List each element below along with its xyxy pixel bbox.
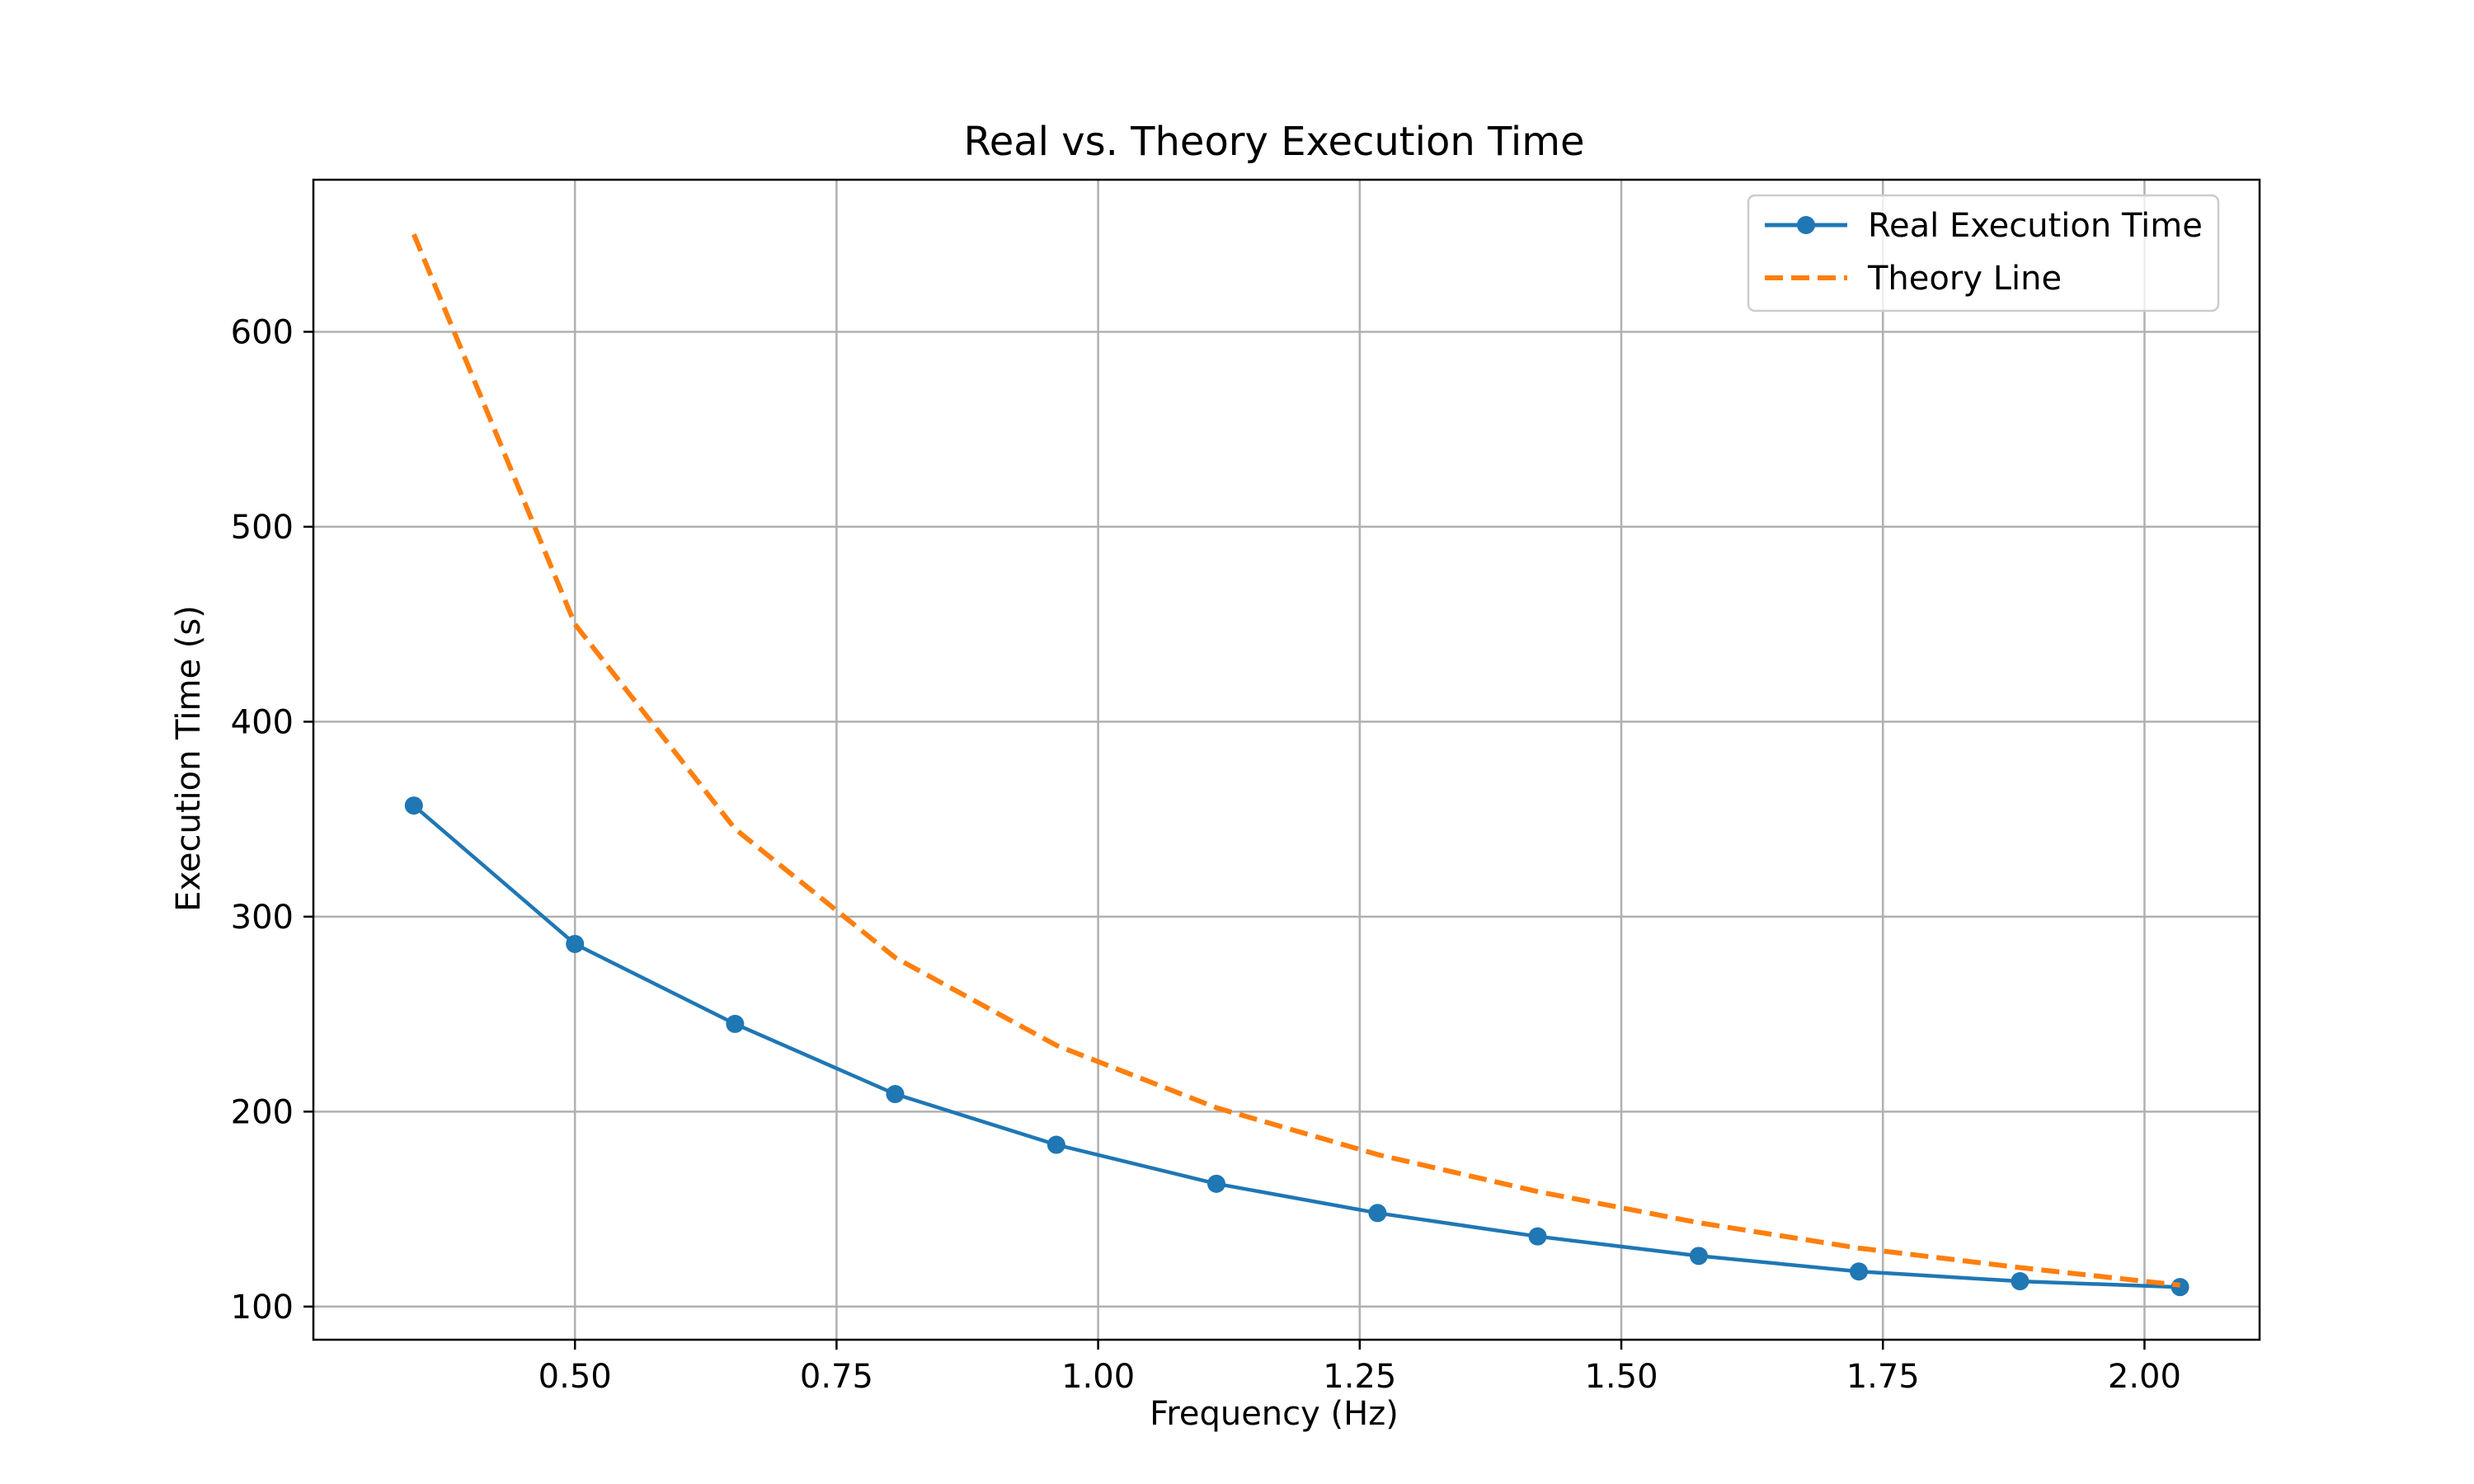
x-tick-label: 1.25 bbox=[1323, 1358, 1396, 1396]
legend-real-marker bbox=[1797, 216, 1815, 234]
real-execution-point bbox=[1206, 1174, 1225, 1193]
y-tick-label: 300 bbox=[231, 899, 294, 937]
chart-title: Real vs. Theory Execution Time bbox=[964, 119, 1585, 165]
y-axis-ticks: 100 200 300 400 500 600 bbox=[231, 313, 313, 1327]
plot-frame bbox=[312, 178, 2261, 1341]
real-execution-point bbox=[886, 1085, 905, 1104]
series-layer bbox=[404, 233, 2189, 1297]
real-execution-point bbox=[1528, 1227, 1547, 1246]
legend-box bbox=[1747, 194, 2220, 312]
x-tick-label: 1.00 bbox=[1061, 1358, 1135, 1396]
y-tick-label: 400 bbox=[231, 703, 294, 741]
x-axis-label: Frequency (Hz) bbox=[1150, 1395, 1399, 1433]
real-execution-point bbox=[2171, 1278, 2189, 1297]
legend: Real Execution Time Theory Line bbox=[1747, 194, 2220, 312]
real-execution-point bbox=[726, 1014, 745, 1033]
real-execution-point bbox=[1368, 1204, 1387, 1223]
x-tick-label: 2.00 bbox=[2108, 1358, 2181, 1396]
real-execution-point bbox=[1689, 1247, 1708, 1266]
y-tick-label: 100 bbox=[231, 1289, 294, 1327]
x-tick-label: 1.75 bbox=[1846, 1358, 1920, 1396]
y-tick-label: 600 bbox=[231, 313, 294, 351]
theory-line bbox=[412, 233, 2180, 1288]
x-axis-ticks: 0.50 0.75 1.00 1.25 1.50 1.75 2.00 bbox=[539, 1340, 2181, 1396]
legend-real-label: Real Execution Time bbox=[1868, 207, 2203, 245]
real-execution-line bbox=[412, 804, 2180, 1289]
x-tick-label: 0.75 bbox=[800, 1358, 873, 1396]
y-axis-label: Execution Time (s) bbox=[170, 605, 208, 912]
y-tick-label: 500 bbox=[231, 509, 294, 547]
grid bbox=[313, 180, 2260, 1340]
x-tick-label: 0.50 bbox=[539, 1358, 612, 1396]
real-execution-point bbox=[2011, 1272, 2030, 1291]
real-execution-point bbox=[1850, 1262, 1869, 1281]
x-tick-label: 1.50 bbox=[1584, 1358, 1658, 1396]
y-tick-label: 200 bbox=[231, 1093, 294, 1131]
legend-theory-label: Theory Line bbox=[1867, 260, 2062, 298]
real-execution-point bbox=[1047, 1135, 1065, 1154]
real-execution-point bbox=[404, 796, 423, 815]
real-execution-point bbox=[566, 934, 585, 953]
